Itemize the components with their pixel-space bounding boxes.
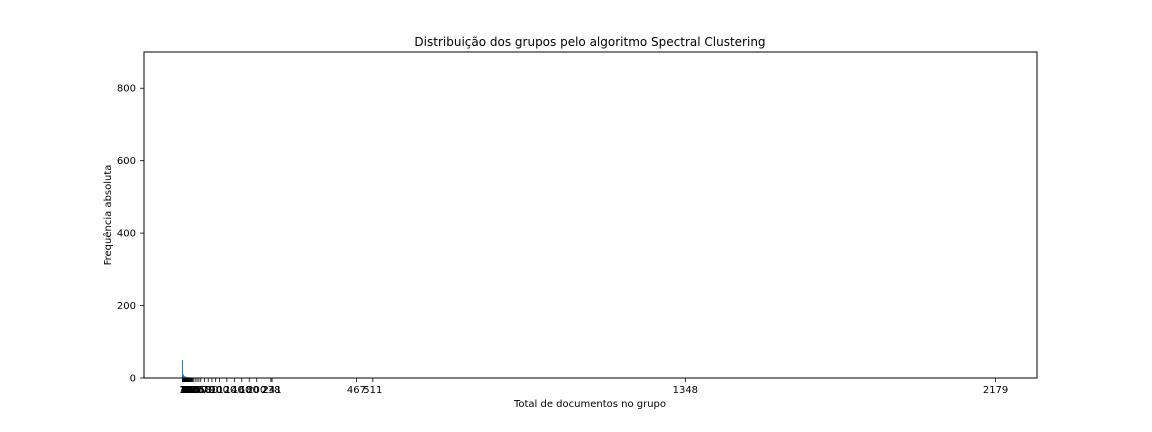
x-tick-label-34: 120 xyxy=(217,385,236,396)
x-tick-label-40: 241 xyxy=(263,385,282,396)
x-tick-label-29: 60 xyxy=(198,385,211,396)
y-tick-label-3: 600 xyxy=(117,156,136,167)
x-tick-label-31: 80 xyxy=(206,385,219,396)
y-tick-label-2: 400 xyxy=(117,229,136,240)
x-tick-label-4: 5 xyxy=(181,385,187,396)
x-tick-label-23: 28 xyxy=(186,385,199,396)
y-tick-label-4: 800 xyxy=(117,84,136,95)
x-tick-label-18: 19 xyxy=(183,385,196,396)
x-tick-label-42: 511 xyxy=(363,385,382,396)
x-tick-label-13: 14 xyxy=(181,385,194,396)
x-tick-label-7: 8 xyxy=(182,385,188,396)
chart-title: Distribuição dos grupos pelo algoritmo S… xyxy=(414,35,765,49)
x-tick-label-10: 11 xyxy=(180,385,193,396)
bar-9 xyxy=(185,376,187,378)
x-tick-label-8: 9 xyxy=(182,385,188,396)
x-tick-label-14: 15 xyxy=(181,385,194,396)
x-tick-label-30: 70 xyxy=(202,385,215,396)
x-tick-label-2: 3 xyxy=(180,385,186,396)
x-tick-label-37: 180 xyxy=(240,385,259,396)
x-tick-label-21: 24 xyxy=(185,385,198,396)
x-tick-label-5: 6 xyxy=(181,385,187,396)
x-tick-label-12: 13 xyxy=(181,385,194,396)
x-tick-label-11: 12 xyxy=(180,385,193,396)
x-tick-label-19: 20 xyxy=(183,385,196,396)
x-tick-label-22: 26 xyxy=(185,385,198,396)
x-tick-label-33: 100 xyxy=(210,385,229,396)
y-tick-label-1: 200 xyxy=(117,301,136,312)
x-tick-label-36: 160 xyxy=(232,385,251,396)
x-tick-label-1: 2 xyxy=(180,385,186,396)
bar-10 xyxy=(186,376,188,378)
x-tick-label-16: 17 xyxy=(182,385,195,396)
bar-0 xyxy=(181,360,183,378)
x-tick-label-6: 7 xyxy=(182,385,188,396)
x-tick-label-0: 1 xyxy=(179,385,185,396)
y-axis-label: Frequência absoluta xyxy=(102,165,114,266)
y-tick-label-0: 0 xyxy=(130,374,136,385)
plot-frame xyxy=(143,51,1038,379)
x-tick-label-35: 140 xyxy=(225,385,244,396)
y-ticks-group: 0 200 400 600 800 xyxy=(117,84,144,385)
x-tick-label-32: 90 xyxy=(209,385,222,396)
x-tick-label-15: 16 xyxy=(182,385,195,396)
x-tick-label-41: 467 xyxy=(347,385,366,396)
x-tick-label-43: 1348 xyxy=(673,385,698,396)
x-tick-label-3: 4 xyxy=(180,385,186,396)
x-tick-label-44: 2179 xyxy=(983,385,1008,396)
x-axis-label: Total de documentos no grupo xyxy=(513,399,666,410)
x-tick-label-39: 238 xyxy=(261,385,280,396)
x-tick-label-27: 45 xyxy=(193,385,206,396)
x-tick-label-26: 40 xyxy=(191,385,204,396)
x-tick-label-17: 18 xyxy=(182,385,195,396)
x-tick-label-20: 22 xyxy=(184,385,197,396)
x-ticks-group: 1234567891011121314151617181920222426283… xyxy=(179,378,1008,396)
x-tick-label-38: 200 xyxy=(247,385,266,396)
bars-group xyxy=(181,360,997,378)
x-tick-label-9: 10 xyxy=(179,385,192,396)
x-tick-label-28: 50 xyxy=(194,385,207,396)
x-tick-label-25: 35 xyxy=(189,385,202,396)
x-tick-label-24: 30 xyxy=(187,385,200,396)
